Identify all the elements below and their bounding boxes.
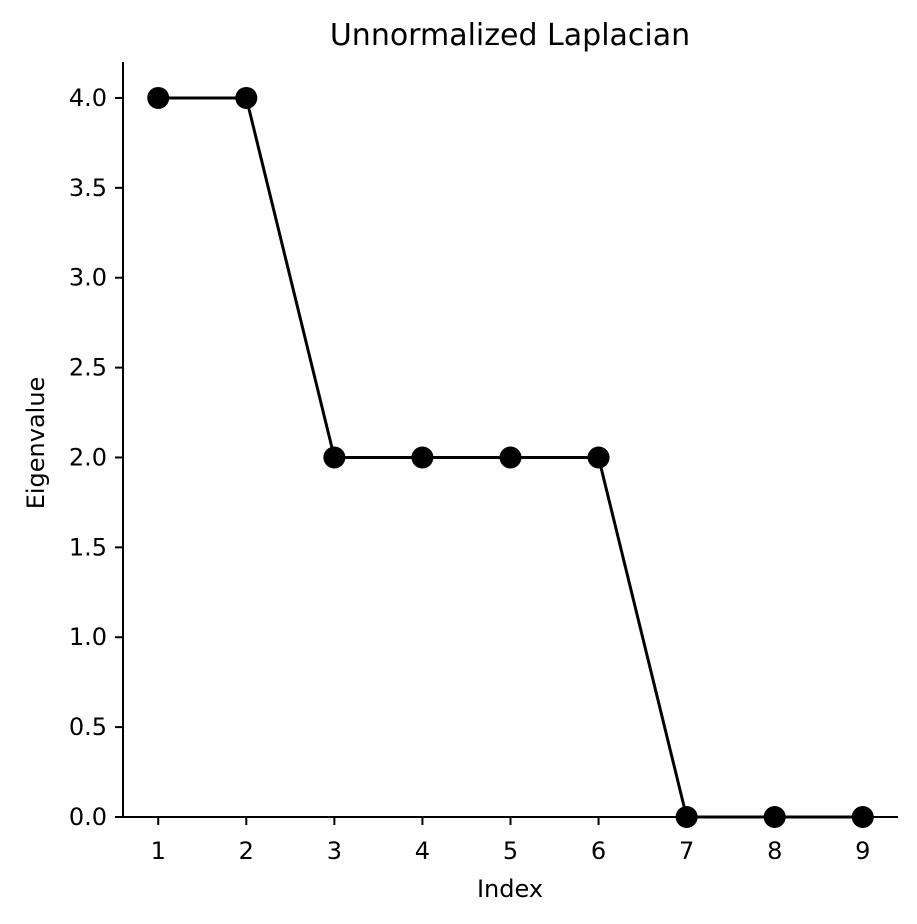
x-tick-label: 5 <box>503 837 518 865</box>
data-point <box>147 86 170 109</box>
x-tick-label: 6 <box>591 837 606 865</box>
x-axis-ticks: 1 2 3 4 5 6 7 8 9 <box>151 817 870 865</box>
chart-title: Unnormalized Laplacian <box>330 18 690 53</box>
x-tick-label: 9 <box>855 837 870 865</box>
x-tick-label: 2 <box>239 837 254 865</box>
y-tick-label: 1.0 <box>69 623 107 651</box>
series-layer <box>147 86 874 828</box>
data-point <box>587 446 610 469</box>
data-point <box>411 446 434 469</box>
x-tick-label: 7 <box>679 837 694 865</box>
x-tick-label: 4 <box>415 837 430 865</box>
y-tick-label: 2.5 <box>69 354 107 382</box>
y-tick-label: 2.0 <box>69 443 107 471</box>
x-tick-label: 1 <box>151 837 166 865</box>
y-tick-label: 0.5 <box>69 713 107 741</box>
data-point <box>323 446 346 469</box>
y-tick-label: 4.0 <box>69 84 107 112</box>
y-tick-label: 3.5 <box>69 174 107 202</box>
plot-area <box>147 86 874 828</box>
y-tick-label: 3.0 <box>69 264 107 292</box>
data-point <box>499 446 522 469</box>
data-point <box>235 86 258 109</box>
x-axis-label: Index <box>477 875 543 903</box>
x-tick-label: 8 <box>767 837 782 865</box>
y-tick-label: 1.5 <box>69 533 107 561</box>
x-tick-label: 3 <box>327 837 342 865</box>
y-axis-ticks: 0.0 0.5 1.0 1.5 2.0 2.5 3.0 3.5 4.0 <box>69 84 123 831</box>
y-axis-label: Eigenvalue <box>22 377 50 510</box>
y-tick-label: 0.0 <box>69 803 107 831</box>
